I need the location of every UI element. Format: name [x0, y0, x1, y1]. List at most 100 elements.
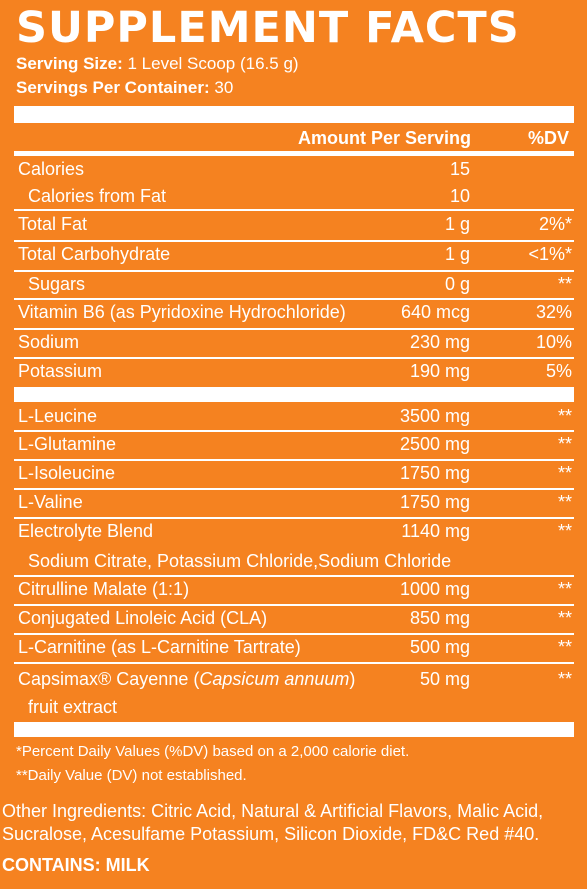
ingredient-dv: **	[557, 463, 572, 483]
table-row: Conjugated Linoleic Acid (CLA) 850 mg **	[14, 606, 574, 634]
table-row: Electrolyte Blend 1140 mg ** Sodium Citr…	[14, 519, 574, 575]
row-divider	[14, 488, 574, 490]
nutrient-name: Total Carbohydrate	[18, 244, 171, 264]
table-row: Total Carbohydrate 1 g <1%*	[14, 242, 574, 270]
table-row: Potassium 190 mg 5%	[14, 359, 574, 385]
table-row: Sodium 230 mg 10%	[14, 330, 574, 358]
thick-divider-bottom	[14, 722, 574, 737]
ingredient-name: Citrulline Malate (1:1)	[18, 579, 190, 599]
nutrient-name: Vitamin B6 (as Pyridoxine Hydrochloride)	[18, 302, 346, 322]
row-divider	[14, 633, 574, 635]
row-divider	[14, 298, 574, 300]
ingredient-amount: 500 mg	[409, 637, 470, 657]
thick-divider-top	[14, 106, 574, 123]
nutrient-name: Sodium	[18, 332, 80, 352]
nutrient-name: Potassium	[18, 361, 103, 381]
ingredient-dv: **	[557, 669, 572, 689]
nutrient-name: Sugars	[28, 274, 86, 294]
row-divider	[14, 662, 574, 664]
ingredient-dv: **	[557, 579, 572, 599]
nutrient-dv: 2%*	[538, 214, 572, 234]
row-divider	[14, 357, 574, 359]
ingredient-name: Capsimax® Cayenne (Capsicum annuum)	[18, 669, 356, 689]
table-row: L-Valine 1750 mg **	[14, 490, 574, 518]
nutrient-amount: 1 g	[444, 214, 470, 234]
table-row: Vitamin B6 (as Pyridoxine Hydrochloride)…	[14, 300, 574, 328]
servings-per-container: Servings Per Container: 30	[16, 78, 233, 98]
row-divider	[14, 459, 574, 461]
nutrient-name: Calories from Fat	[28, 186, 167, 206]
table-row: L-Carnitine (as L-Carnitine Tartrate) 50…	[14, 635, 574, 663]
ingredient-amount: 3500 mg	[399, 406, 470, 426]
table-row: Capsimax® Cayenne (Capsicum annuum) 50 m…	[14, 665, 574, 721]
ingredient-dv: **	[557, 492, 572, 512]
ingredient-amount: 1750 mg	[399, 492, 470, 512]
nutrient-dv: **	[557, 274, 572, 294]
ingredient-amount: 850 mg	[409, 608, 470, 628]
ingredient-name: L-Isoleucine	[18, 463, 116, 483]
table-row: L-Leucine 3500 mg **	[14, 404, 574, 432]
dv-header: %DV	[528, 128, 570, 148]
nutrient-dv: 10%	[535, 332, 572, 352]
ingredient-dv: **	[557, 406, 572, 426]
ingredient-name: Conjugated Linoleic Acid (CLA)	[18, 608, 268, 628]
table-row: Calories from Fat 10	[14, 184, 574, 208]
ingredient-name: Electrolyte Blend	[18, 521, 154, 541]
row-divider	[14, 270, 574, 272]
ingredient-name: L-Glutamine	[18, 434, 117, 454]
table-row: Sugars 0 g **	[14, 272, 574, 298]
nutrient-amount: 190 mg	[409, 361, 470, 381]
page-title: SUPPLEMENT FACTS	[16, 3, 520, 53]
row-divider	[14, 328, 574, 330]
row-divider	[14, 575, 574, 577]
ingredient-dv: **	[557, 608, 572, 628]
table-row: L-Isoleucine 1750 mg **	[14, 461, 574, 489]
ingredient-name: L-Valine	[18, 492, 83, 512]
ingredient-name: L-Carnitine (as L-Carnitine Tartrate)	[18, 637, 301, 657]
nutrient-dv: 32%	[535, 302, 572, 322]
ingredient-amount: 1750 mg	[399, 463, 470, 483]
ingredient-sub: fruit extract	[28, 697, 118, 717]
serving-size: Serving Size: 1 Level Scoop (16.5 g)	[16, 54, 299, 74]
thick-divider-header	[14, 151, 574, 156]
ingredient-dv: **	[557, 434, 572, 454]
ingredient-amount: 50 mg	[419, 669, 470, 689]
nutrient-amount: 640 mcg	[400, 302, 470, 322]
nutrient-name: Calories	[18, 159, 85, 179]
row-divider	[14, 604, 574, 606]
nutrient-amount: 0 g	[444, 274, 470, 294]
ingredient-sub: Sodium Citrate, Potassium Chloride,Sodiu…	[28, 551, 452, 571]
nutrient-dv: 5%	[545, 361, 572, 381]
nutrient-amount: 15	[449, 159, 470, 179]
serving-size-value: 1 Level Scoop (16.5 g)	[127, 54, 299, 73]
row-divider	[14, 209, 574, 211]
dv-footnote: *Percent Daily Values (%DV) based on a 2…	[16, 743, 410, 760]
nutrient-dv: <1%*	[528, 244, 572, 264]
table-row: Citrulline Malate (1:1) 1000 mg **	[14, 577, 574, 605]
ingredient-dv: **	[557, 637, 572, 657]
table-row: Total Fat 1 g 2%*	[14, 212, 574, 240]
servings-per-container-label: Servings Per Container:	[16, 78, 210, 97]
row-divider	[14, 240, 574, 242]
servings-per-container-value: 30	[214, 78, 234, 97]
allergen-statement: CONTAINS: MILK	[2, 855, 150, 875]
table-row: Calories 15	[14, 156, 574, 184]
ingredient-amount: 2500 mg	[399, 434, 470, 454]
ingredient-name: L-Leucine	[18, 406, 98, 426]
not-established-footnote: **Daily Value (DV) not established.	[16, 767, 247, 784]
thick-divider-middle	[14, 387, 574, 402]
ingredient-latin-name: Capsicum annuum	[199, 669, 350, 689]
table-row: L-Glutamine 2500 mg **	[14, 432, 574, 460]
ingredient-amount: 1000 mg	[399, 579, 470, 599]
nutrient-amount: 230 mg	[409, 332, 470, 352]
serving-size-label: Serving Size:	[16, 54, 123, 73]
amount-per-serving-header: Amount Per Serving	[298, 128, 472, 148]
ingredient-dv: **	[557, 521, 572, 541]
other-ingredients: Other Ingredients: Citric Acid, Natural …	[2, 801, 544, 844]
row-divider	[14, 517, 574, 519]
nutrient-amount: 1 g	[444, 244, 470, 264]
nutrient-name: Total Fat	[18, 214, 88, 234]
row-divider	[14, 430, 574, 432]
ingredient-amount: 1140 mg	[401, 521, 470, 541]
nutrient-amount: 10	[449, 186, 470, 206]
